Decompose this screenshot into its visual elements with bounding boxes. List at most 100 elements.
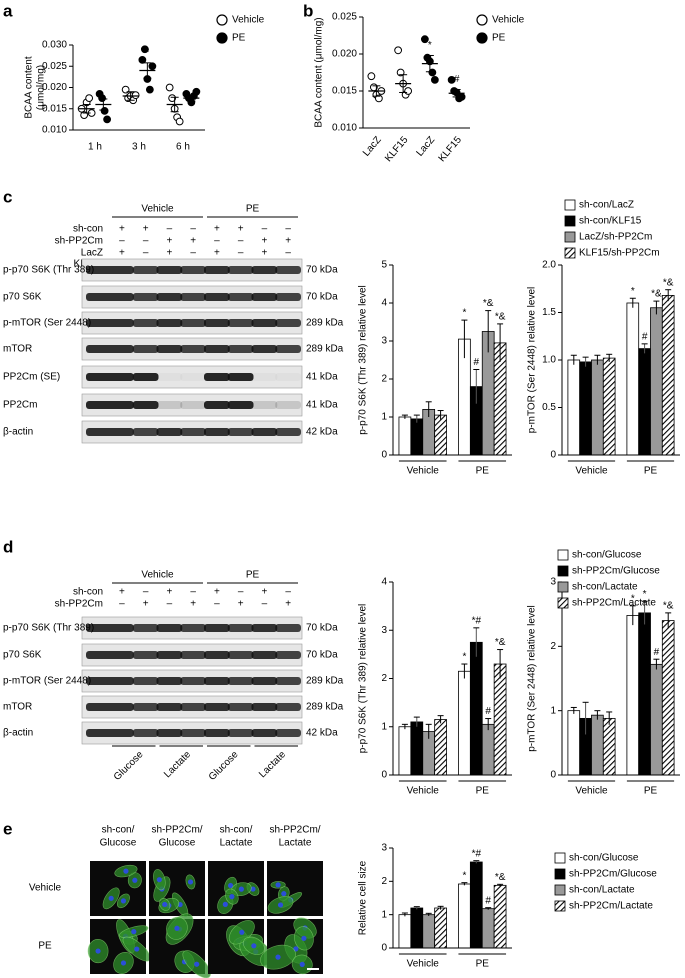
x-tick-label: PE (476, 786, 490, 797)
bar (493, 663, 507, 776)
annotation: *& (483, 298, 494, 309)
nucleus (238, 886, 244, 892)
blot-band (180, 293, 206, 301)
blot-band (227, 401, 254, 409)
panel-label: b (303, 1, 313, 20)
blot-band (180, 319, 206, 327)
blot-band (180, 703, 206, 711)
y-tick-label: 3 (381, 336, 387, 347)
condition-sign: – (119, 599, 125, 610)
bar (602, 357, 616, 456)
legend-label: sh-con/KLF15 (579, 216, 642, 227)
condition-sign: – (143, 236, 149, 247)
bar (650, 663, 663, 776)
blot-band (204, 677, 230, 685)
legend-label: sh-con/Glucose (569, 853, 639, 864)
nucleus (120, 898, 127, 904)
blot-band (227, 624, 254, 632)
nucleus (120, 960, 127, 966)
y-tick-label: 1 (381, 909, 387, 920)
legend-label: PE (232, 33, 246, 44)
condition-sign: – (238, 248, 244, 259)
size-label: 41 kDa (306, 372, 338, 383)
condition-sign: – (285, 224, 291, 235)
y-tick-label: 3 (550, 577, 556, 588)
y-tick-label: 1.0 (542, 355, 556, 366)
nucleus (222, 901, 228, 907)
bar (398, 726, 412, 776)
row-label: β-actin (3, 728, 33, 739)
blot-band (132, 319, 159, 327)
condition-sign: + (143, 599, 149, 610)
blot-band (180, 345, 206, 353)
blot-band (227, 729, 254, 737)
annotation: * (631, 286, 635, 297)
legend-swatch (554, 868, 566, 880)
condition-sign: – (190, 587, 196, 598)
blot-band (252, 373, 278, 381)
annotation: * (643, 589, 647, 600)
blot-band (251, 319, 278, 327)
legend-marker (476, 14, 488, 26)
condition-sign: – (238, 236, 244, 247)
condition-label: sh-PP2Cm (55, 599, 103, 610)
blot-band (227, 319, 254, 327)
condition-sign: + (214, 587, 220, 598)
y-axis-label: Relative cell size (358, 860, 369, 935)
panel-label: a (3, 1, 13, 20)
x-tick-label: LacZ (414, 135, 437, 159)
panel-label: e (3, 819, 12, 838)
x-tick-label: Vehicle (575, 466, 608, 477)
data-point (145, 85, 154, 94)
bar (626, 615, 640, 776)
x-tick-label: PE (644, 786, 658, 797)
y-tick-label: 1.5 (542, 307, 556, 318)
y-tick-label: 2.0 (542, 260, 556, 271)
data-point (428, 68, 437, 77)
size-label: 289 kDa (306, 702, 344, 713)
condition-sign: – (167, 224, 173, 235)
annotation: *# (472, 615, 482, 626)
blot-band (275, 345, 301, 353)
annotation: *& (663, 277, 674, 288)
data-point (168, 94, 177, 103)
annotation: * (462, 652, 466, 663)
y-axis-label: BCAA content (μmol/mg) (314, 17, 325, 127)
blot-band (132, 729, 159, 737)
y-tick-label: 0.5 (542, 402, 556, 413)
bar (650, 307, 663, 456)
annotation: # (485, 895, 491, 906)
y-axis-label: BCAA content (24, 56, 35, 118)
legend-swatch (564, 199, 576, 211)
bar (567, 710, 581, 776)
bar (567, 359, 581, 456)
y-tick-label: 0.025 (332, 12, 357, 23)
y-tick-label: 0 (550, 450, 556, 461)
legend-marker (476, 32, 488, 44)
blot-band (251, 624, 278, 632)
size-label: 289 kDa (306, 318, 344, 329)
x-tick-label: Vehicle (575, 786, 608, 797)
blot-band (86, 266, 134, 274)
y-tick-label: 4 (381, 298, 387, 309)
row-label: p-p70 S6K (Thr 389) (3, 265, 94, 276)
condition-sign: – (214, 236, 220, 247)
blot-band (180, 266, 206, 274)
legend-swatch (564, 215, 576, 227)
blot-band (157, 373, 183, 381)
nucleus (95, 948, 101, 954)
blot-band (156, 428, 183, 436)
y-axis-label: p-mTOR (Ser 2448) relative level (527, 605, 538, 752)
size-label: 289 kDa (306, 676, 344, 687)
bar (410, 418, 424, 456)
row-label: PP2Cm (3, 400, 37, 411)
size-label: 70 kDa (306, 623, 338, 634)
y-tick-label: 0.020 (42, 82, 67, 93)
x-tick-label: PE (644, 466, 658, 477)
data-point (98, 94, 107, 103)
blot-band (204, 293, 230, 301)
blot-band (180, 373, 206, 381)
row-label: PP2Cm (SE) (3, 372, 60, 383)
blot-band (86, 345, 134, 353)
blot-band (180, 677, 206, 685)
